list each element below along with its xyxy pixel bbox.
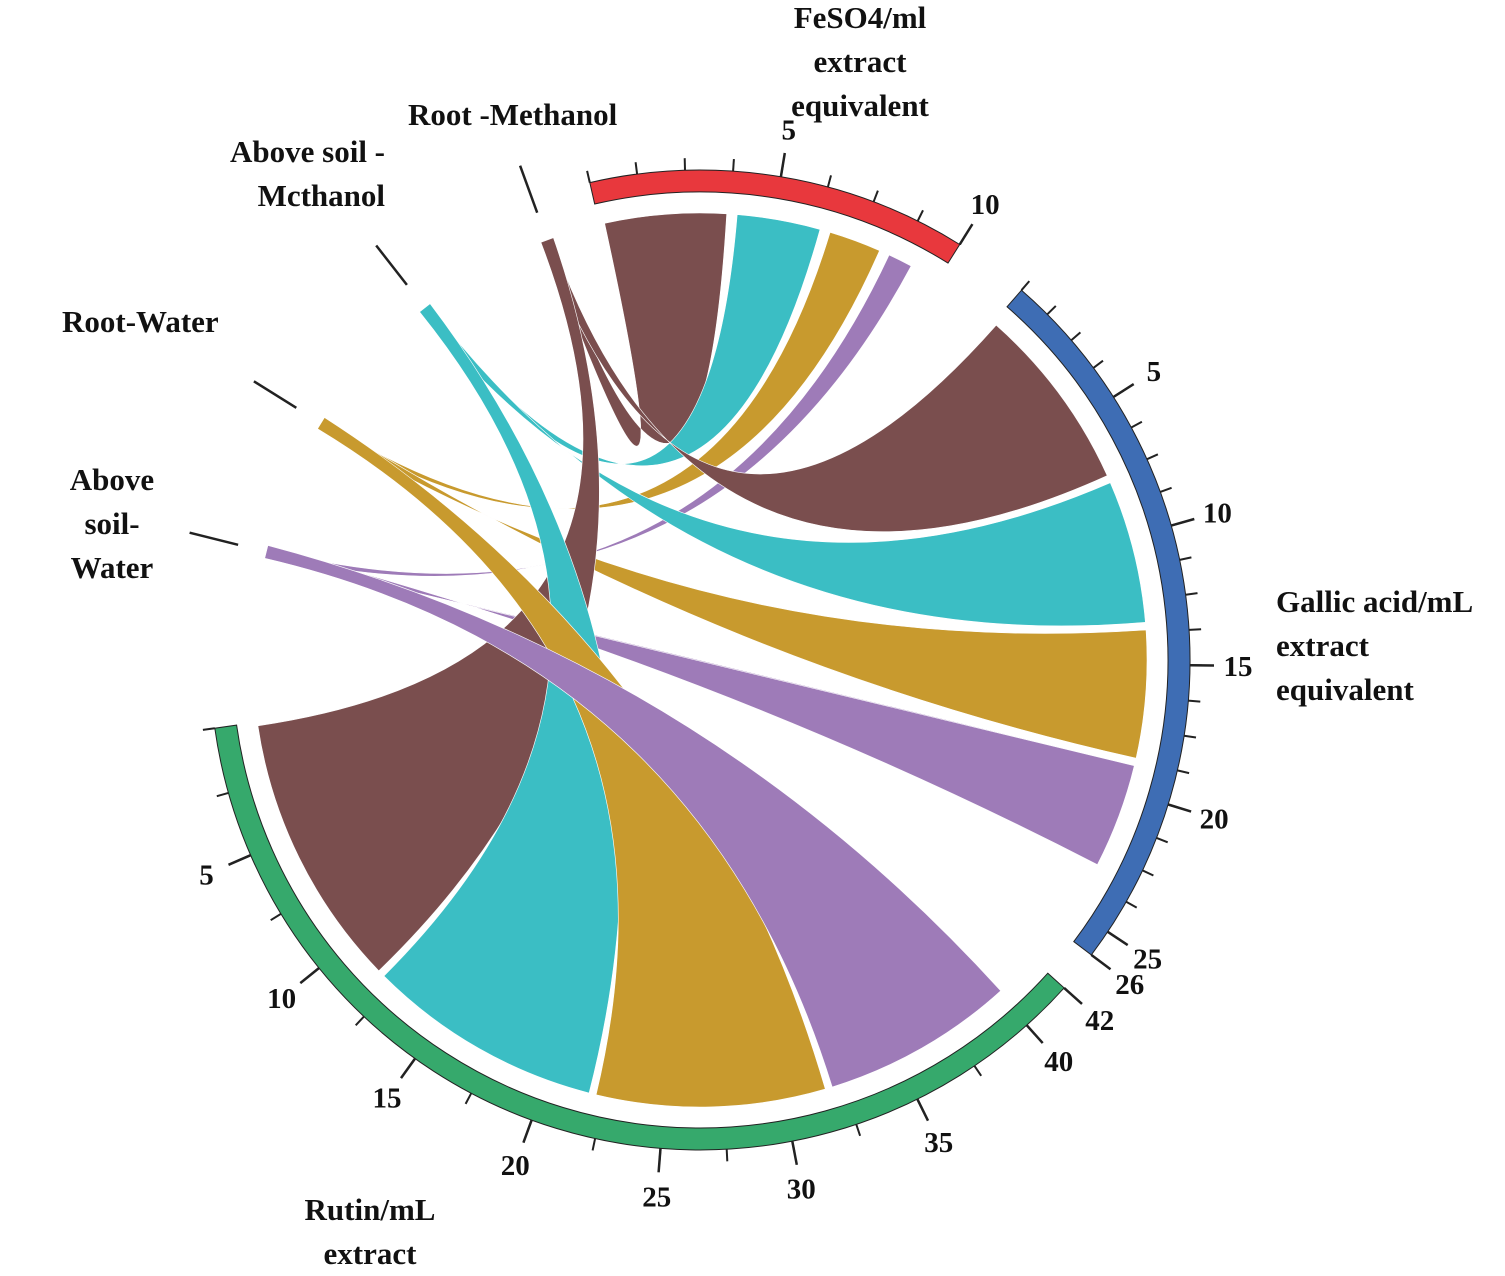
minor-tick-gallic [1022,281,1030,290]
minor-tick-gallic [1093,361,1103,368]
major-tick-gallic [1108,932,1128,945]
major-tick-rutin [659,1148,661,1172]
major-tick-rutin [1064,988,1082,1004]
minor-tick-feso4 [587,171,590,183]
major-tick-gallic [1171,519,1194,526]
minor-tick-rutin [217,793,229,796]
minor-tick-feso4 [733,159,734,171]
minor-tick-rutin [466,1093,472,1104]
minor-tick-gallic [1126,902,1137,908]
minor-tick-feso4 [874,191,878,202]
minor-tick-gallic [1157,838,1168,842]
tick-label-rutin: 5 [199,859,214,891]
source-mark-above-soil-methanol [376,246,407,285]
source-mark-root-water [254,381,296,408]
tick-label-rutin: 25 [642,1181,671,1213]
minor-tick-rutin [856,1124,860,1135]
target-label-gallic: Gallic acid/mL extract equivalent [1276,580,1473,712]
target-label-rutin: Rutin/mL extract [270,1188,470,1276]
minor-tick-gallic [1180,557,1192,560]
target-label-feso4: FeSO4/ml extract equivalent [760,0,960,128]
minor-tick-gallic [1047,306,1056,314]
tick-label-rutin: 30 [787,1173,816,1205]
ribbon-layer [258,213,1147,1107]
minor-tick-rutin [271,914,281,920]
tick-label-gallic: 26 [1115,969,1144,1001]
minor-tick-gallic [1147,454,1158,459]
major-tick-rutin [523,1120,531,1143]
major-tick-rutin [1027,1025,1043,1043]
major-tick-rutin [300,968,319,983]
minor-tick-rutin [593,1139,596,1151]
minor-tick-gallic [1186,593,1198,595]
minor-tick-gallic [1131,422,1142,428]
minor-tick-gallic [1143,870,1154,875]
tick-label-feso4: 10 [971,189,1000,221]
minor-tick-gallic [1189,629,1201,630]
tick-label-rutin: 40 [1044,1046,1073,1078]
tick-label-gallic: 15 [1224,651,1253,683]
tick-label-rutin: 15 [373,1083,402,1115]
source-mark-layer [190,166,538,545]
source-label-root-water: Root-Water [62,300,219,344]
source-label-above-soil-water: Above soil-Water [56,458,176,590]
minor-tick-gallic [1188,701,1200,702]
source-mark-above-soil-water [190,533,239,545]
major-tick-rutin [792,1141,797,1165]
major-tick-feso4 [781,153,785,177]
tick-label-rutin: 10 [267,983,296,1015]
minor-tick-rutin [727,1149,728,1161]
minor-tick-feso4 [828,175,831,187]
tick-label-gallic: 20 [1200,804,1229,836]
minor-tick-feso4 [636,162,638,174]
source-label-root-methanol: Root -Methanol [408,93,617,137]
minor-tick-gallic [1184,736,1196,738]
tick-label-gallic: 5 [1147,356,1162,388]
source-label-above-soil-methanol: Above soil -Mcthanol [210,130,390,218]
source-label-above-soil-water-text: Above soil-Water [56,458,168,590]
minor-tick-rutin [203,728,215,730]
minor-tick-gallic [1177,770,1189,773]
major-tick-feso4 [960,224,973,244]
tick-label-rutin: 35 [924,1127,953,1159]
source-label-above-soil-methanol-text: Above soil -Mcthanol [210,130,385,218]
source-mark-root-methanol [520,166,537,213]
minor-tick-gallic [1071,332,1080,340]
major-tick-gallic [1113,384,1133,397]
tick-label-rutin: 20 [501,1150,530,1182]
major-tick-rutin [401,1059,415,1079]
major-tick-gallic [1168,805,1191,812]
tick-label-gallic: 10 [1203,497,1232,529]
minor-tick-rutin [356,1017,364,1026]
minor-tick-feso4 [918,210,923,221]
major-tick-rutin [917,1099,928,1121]
major-tick-gallic [1091,955,1110,969]
minor-tick-gallic [1160,488,1171,492]
minor-tick-rutin [975,1066,982,1076]
tick-label-rutin: 42 [1085,1005,1114,1037]
major-tick-rutin [229,855,251,865]
